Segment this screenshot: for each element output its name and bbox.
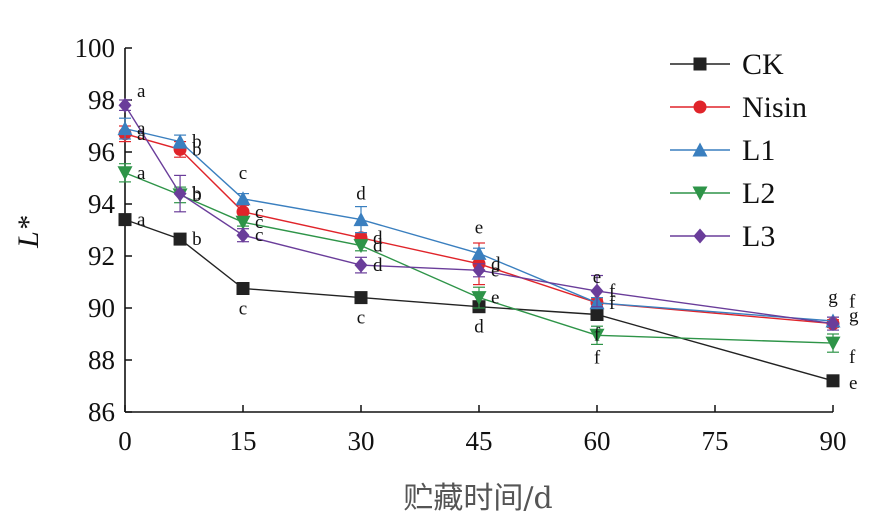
significance-label: e [849, 373, 857, 394]
significance-label: a [137, 210, 146, 231]
data-point [236, 227, 250, 243]
y-tick-label: 100 [75, 33, 116, 63]
data-point [117, 166, 133, 181]
legend-label: L3 [742, 220, 775, 253]
data-point [471, 291, 487, 306]
significance-label: e [475, 217, 483, 238]
significance-label: b [192, 184, 202, 205]
x-tick-label: 30 [348, 426, 375, 456]
significance-label: a [137, 163, 146, 184]
significance-label: c [255, 212, 263, 233]
data-point [235, 215, 251, 230]
legend-marker [693, 100, 707, 114]
significance-label: b [192, 139, 202, 160]
x-tick-label: 60 [584, 426, 611, 456]
data-point [118, 97, 132, 113]
significance-label: c [255, 202, 263, 223]
series-group [117, 97, 841, 388]
legend-marker [693, 228, 707, 244]
significance-label: a [137, 81, 146, 102]
x-tick-label: 75 [702, 426, 729, 456]
data-point [117, 121, 133, 136]
y-tick-label: 90 [88, 293, 115, 323]
significance-label: g [828, 287, 838, 308]
data-point [173, 232, 187, 246]
y-tick-label: 86 [88, 397, 115, 427]
significance-label: g [849, 306, 859, 327]
x-tick-label: 0 [118, 426, 132, 456]
y-tick-label: 88 [88, 345, 115, 375]
legend-item-l3: L3 [670, 220, 775, 253]
significance-label: d [373, 255, 383, 276]
series-l3 [118, 97, 840, 332]
x-tick-label: 45 [466, 426, 493, 456]
significance-label: c [255, 225, 263, 246]
significance-label: d [356, 184, 366, 205]
y-tick-label: 94 [88, 189, 116, 219]
significance-label: e [491, 260, 499, 281]
significance-label: c [239, 299, 247, 320]
significance-label: c [357, 308, 365, 329]
data-point [236, 282, 250, 295]
legend-item-ck: CK [670, 48, 784, 81]
y-tick-label: 98 [88, 85, 115, 115]
legend-label: L2 [742, 177, 775, 210]
legend-marker [692, 142, 708, 157]
data-point [826, 374, 840, 388]
data-point [826, 316, 840, 332]
legend-item-nisin: Nisin [670, 91, 807, 124]
data-point [589, 328, 605, 343]
significance-label: e [491, 288, 499, 309]
data-point [173, 186, 187, 202]
significance-label: b [192, 185, 202, 206]
data-point [471, 245, 487, 260]
legend-label: Nisin [742, 91, 807, 124]
legend-marker [693, 57, 707, 71]
data-point [235, 191, 251, 206]
significance-label: f [594, 347, 601, 368]
data-point [172, 134, 188, 149]
axes: 86 88 90 92 94 96 98 100 0 15 30 45 60 75 90 [75, 33, 847, 456]
significance-label: d [373, 236, 383, 257]
legend-item-l1: L1 [670, 134, 775, 167]
significance-label: a [137, 119, 146, 140]
y-tick-label: 92 [88, 241, 115, 271]
legend-label: L1 [742, 134, 775, 167]
data-point [353, 239, 369, 254]
significance-label: f [849, 292, 856, 313]
data-point [353, 212, 369, 227]
data-point [590, 283, 604, 299]
significance-label: e [593, 267, 601, 288]
y-axis-label: L* [12, 216, 45, 249]
data-point [354, 257, 368, 273]
data-point [236, 205, 250, 219]
significance-label: f [594, 325, 601, 346]
data-point [118, 213, 132, 227]
significance-label: f [609, 293, 616, 314]
significance-label: a [137, 124, 146, 145]
legend-label: CK [742, 48, 784, 81]
significance-label: d [474, 317, 484, 338]
series-ck [118, 213, 840, 388]
data-point [354, 291, 368, 305]
legend: CK Nisin L1 L2 L3 [670, 48, 807, 253]
legend-marker [692, 186, 708, 201]
x-tick-label: 15 [230, 426, 257, 456]
data-point [590, 308, 604, 321]
significance-label: c [239, 163, 247, 184]
significance-label: d [491, 254, 501, 275]
significance-label: f [849, 347, 856, 368]
significance-label: b [192, 229, 202, 250]
significance-label: b [192, 132, 202, 153]
data-point [825, 336, 841, 351]
data-point [472, 262, 486, 278]
legend-item-l2: L2 [670, 177, 775, 210]
significance-label: f [609, 281, 616, 302]
x-axis-label: 贮藏时间/d [403, 481, 552, 516]
significance-label: d [373, 228, 383, 249]
y-tick-label: 96 [88, 137, 115, 167]
x-tick-label: 90 [820, 426, 847, 456]
